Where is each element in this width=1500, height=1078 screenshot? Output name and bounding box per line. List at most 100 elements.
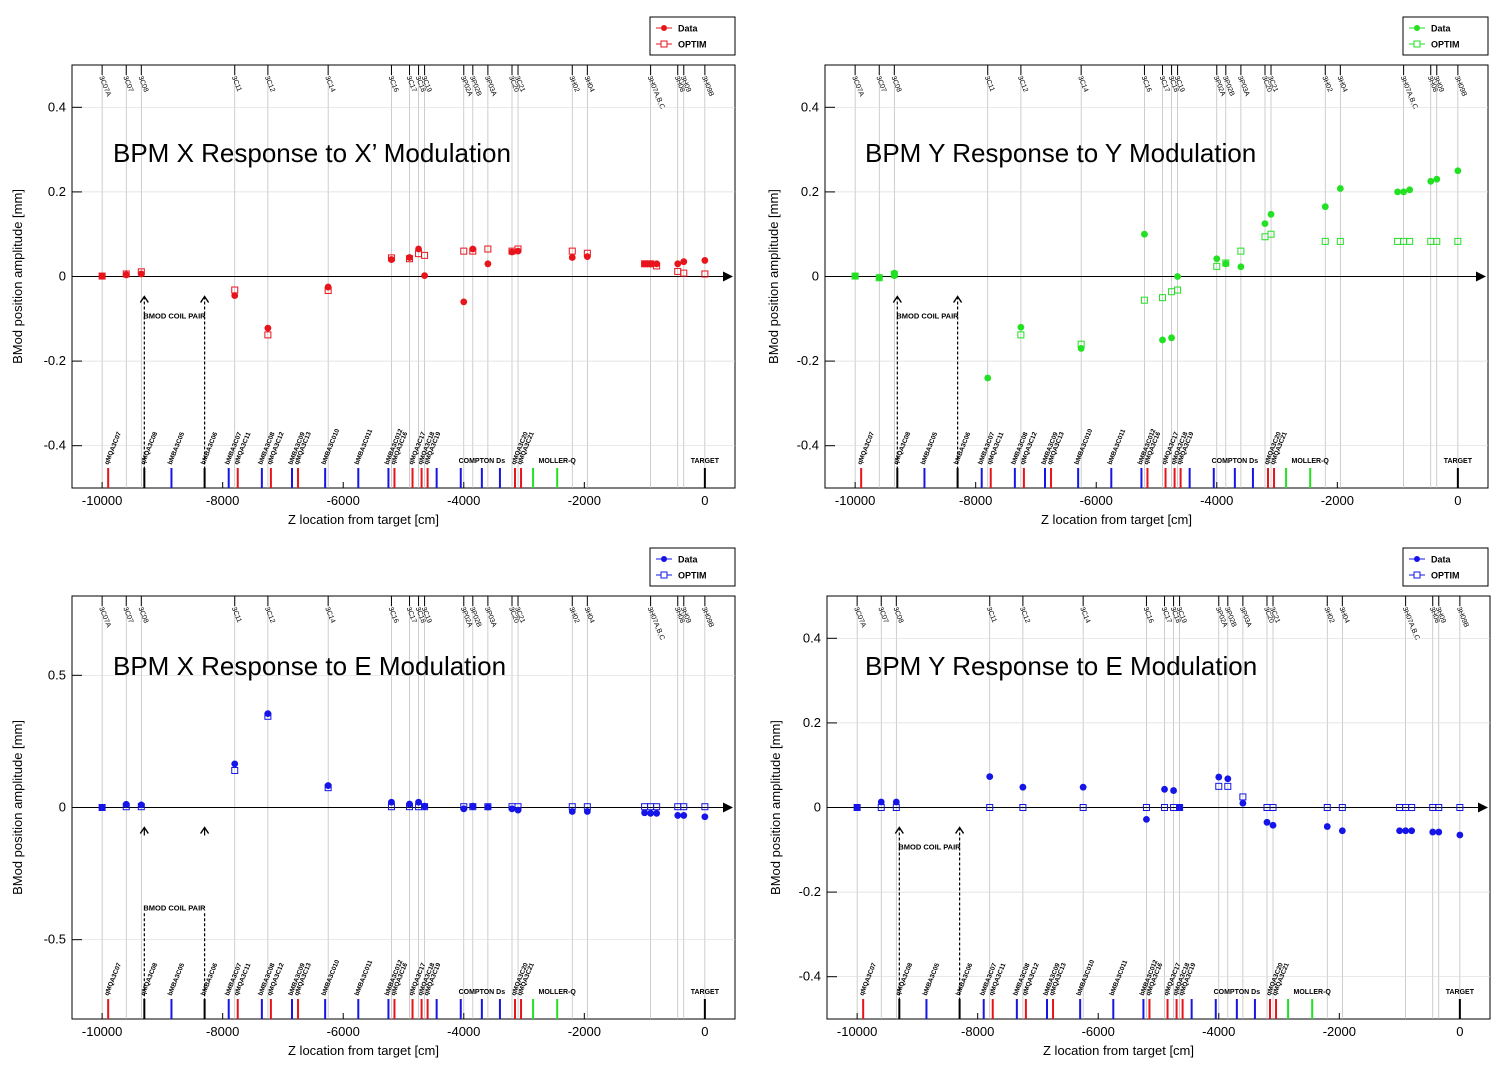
optim-point: [653, 262, 661, 270]
data-point: [1402, 827, 1410, 835]
optim-point: [1079, 804, 1087, 811]
chart-panel-3: 3C07A 3C07 3C08 3C11 3C12 3C14 3C16 3C173C183C1…: [10, 547, 736, 1058]
region-label: COMPTON Ds: [459, 989, 506, 996]
optim-point: [1142, 804, 1150, 811]
chart-panel-1: 3C07A 3C07 3C08 3C11 3C12 3C14 3C16 3C173C183C1…: [10, 16, 736, 527]
region-label: COMPTON Ds: [1214, 989, 1261, 996]
data-point: [1143, 815, 1150, 823]
optim-point: [1215, 782, 1223, 790]
series-optim: [98, 712, 709, 811]
data-point: [1269, 821, 1277, 829]
data-point: [1435, 828, 1443, 836]
data-point: [1019, 783, 1027, 791]
data-point: [1239, 799, 1247, 807]
zero-arrow-icon: [723, 271, 733, 282]
data-point: [1077, 345, 1085, 352]
optim-point: [514, 245, 522, 253]
data-point: [674, 812, 682, 819]
x-tick-label: -8000: [206, 493, 239, 508]
data-point: [1237, 263, 1245, 271]
optim-point: [484, 803, 492, 811]
optim-point: [406, 803, 414, 811]
y-tick-label: 0.4: [801, 99, 819, 114]
data-point: [1323, 823, 1331, 830]
data-point: [1176, 804, 1183, 811]
y-axis-label: BMod position amplitude [mm]: [10, 720, 25, 895]
y-tick-label: 0: [814, 800, 821, 815]
chart-panel-2: 3C07A 3C07 3C08 3C11 3C12 3C14 3C16 3C173C183C1…: [766, 16, 1489, 527]
y-tick-label: 0.5: [48, 667, 66, 682]
data-point: [701, 257, 709, 264]
optim-point: [851, 272, 859, 280]
optim-point: [469, 247, 477, 255]
optim-point: [1140, 296, 1148, 304]
data-point: [647, 260, 655, 268]
x-tick-label: -4000: [447, 1024, 480, 1039]
data-point: [1408, 827, 1416, 835]
data-point: [1400, 188, 1408, 196]
data-point: [484, 803, 492, 811]
optim-point: [1406, 237, 1414, 245]
coil-pair-label: BMOD COIL PAIR: [896, 312, 959, 321]
y-tick-label: 0.2: [803, 715, 821, 730]
optim-point: [421, 803, 429, 811]
data-point: [1017, 323, 1025, 331]
data-point: [231, 292, 239, 299]
optim-point: [890, 270, 898, 278]
data-point: [1174, 273, 1181, 280]
legend-optim-icon: [1413, 40, 1421, 48]
optim-point: [1338, 804, 1346, 811]
x-tick-label: -6000: [327, 493, 360, 508]
optim-point: [1321, 237, 1329, 245]
data-point: [1213, 255, 1221, 263]
series-data: [853, 773, 1464, 839]
optim-point: [484, 245, 492, 253]
legend-optim-icon: [660, 40, 668, 48]
y-tick-label: 0: [59, 800, 66, 815]
data-point: [406, 254, 413, 261]
legend-box: [649, 547, 736, 587]
data-point: [484, 260, 492, 268]
data-point: [1267, 210, 1275, 218]
data-point: [1433, 175, 1441, 183]
optim-point: [1161, 804, 1169, 811]
data-point: [680, 258, 688, 266]
data-point: [469, 245, 477, 253]
coil-pair-label: BMOD COIL PAIR: [143, 903, 206, 912]
optim-point: [137, 803, 145, 811]
optim-point: [122, 270, 130, 278]
region-label: MOLLER-Q: [1292, 458, 1330, 465]
chart-panel-4: 3C07A 3C07 3C08 3C11 3C12 3C14 3C16 3C173C183C1…: [768, 547, 1491, 1058]
data-point: [460, 805, 468, 813]
x-tick-label: 0: [701, 1024, 708, 1039]
x-tick-label: -10000: [82, 493, 122, 508]
region-label: MOLLER-Q: [539, 458, 577, 465]
x-tick-label: 0: [701, 493, 708, 508]
optim-point: [1454, 237, 1462, 245]
legend: Data OPTIM: [649, 16, 736, 56]
legend-optim-icon: [1413, 571, 1421, 579]
optim-point: [264, 712, 272, 720]
optim-point: [583, 249, 591, 257]
optim-point: [1159, 294, 1167, 302]
optim-point: [1237, 247, 1245, 255]
optim-point: [877, 804, 885, 811]
legend-data-icon: [1414, 556, 1420, 562]
optim-point: [568, 247, 576, 255]
data-point: [583, 808, 591, 815]
optim-point: [1213, 262, 1221, 270]
optim-point: [583, 803, 591, 811]
zero-arrow-icon: [1478, 802, 1488, 813]
y-tick-label: 0: [812, 269, 819, 284]
optim-point: [406, 255, 414, 263]
legend: Data OPTIM: [649, 547, 736, 587]
legend-label: Data: [1431, 555, 1452, 565]
y-axis-label: BMod position amplitude [mm]: [766, 189, 781, 364]
data-point: [1159, 336, 1166, 344]
optim-point: [460, 803, 468, 811]
data-point: [415, 245, 422, 253]
data-point: [460, 298, 468, 306]
y-tick-label: -0.4: [44, 438, 66, 453]
region-label: COMPTON Ds: [1212, 458, 1259, 465]
x-tick-label: -4000: [1202, 1024, 1235, 1039]
